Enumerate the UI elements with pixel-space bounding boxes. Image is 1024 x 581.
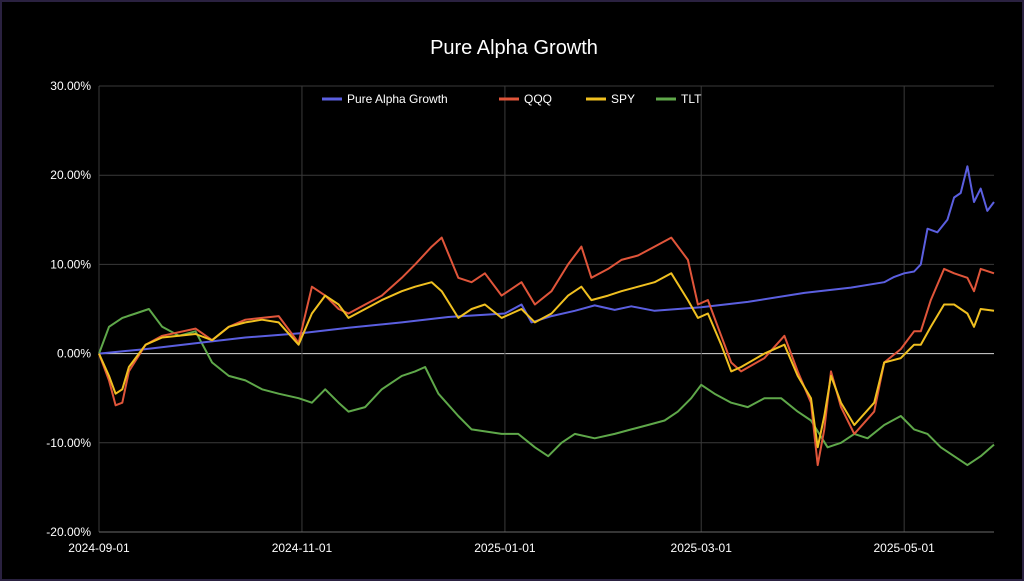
x-tick-label: 2025-05-01 <box>873 541 935 555</box>
y-tick-label: 0.00% <box>57 347 91 361</box>
y-axis: 30.00% 20.00% 10.00% 0.00% -10.00% -20.00% <box>46 79 91 539</box>
legend-label: TLT <box>681 92 702 106</box>
grid-lines <box>98 85 994 533</box>
legend-label: SPY <box>611 92 635 106</box>
series-layer <box>98 165 995 467</box>
x-tick-label: 2024-11-01 <box>272 541 333 555</box>
legend-item: TLT <box>656 92 702 106</box>
x-tick-label: 2025-01-01 <box>474 541 536 555</box>
legend-item: QQQ <box>499 92 552 106</box>
y-tick-label: -10.00% <box>46 436 91 450</box>
x-tick-label: 2024-09-01 <box>68 541 130 555</box>
legend-label: QQQ <box>524 92 552 106</box>
y-tick-label: -20.00% <box>46 525 91 539</box>
series-line-qqq <box>98 236 995 467</box>
y-tick-label: 30.00% <box>50 79 91 93</box>
y-tick-label: 10.00% <box>50 257 91 271</box>
series-line-spy <box>98 272 995 449</box>
x-tick-label: 2025-03-01 <box>671 541 733 555</box>
series-line-pure-alpha-growth <box>98 165 995 355</box>
legend-item: Pure Alpha Growth <box>322 92 448 106</box>
chart-title: Pure Alpha Growth <box>430 37 598 59</box>
series-line-tlt <box>98 308 995 467</box>
x-axis: 2024-09-01 2024-11-01 2025-01-01 2025-03-01… <box>68 541 935 555</box>
legend: Pure Alpha Growth QQQ SPY TLT <box>322 92 702 106</box>
legend-label: Pure Alpha Growth <box>347 92 448 106</box>
y-tick-label: 20.00% <box>50 168 91 182</box>
legend-item: SPY <box>586 92 635 106</box>
